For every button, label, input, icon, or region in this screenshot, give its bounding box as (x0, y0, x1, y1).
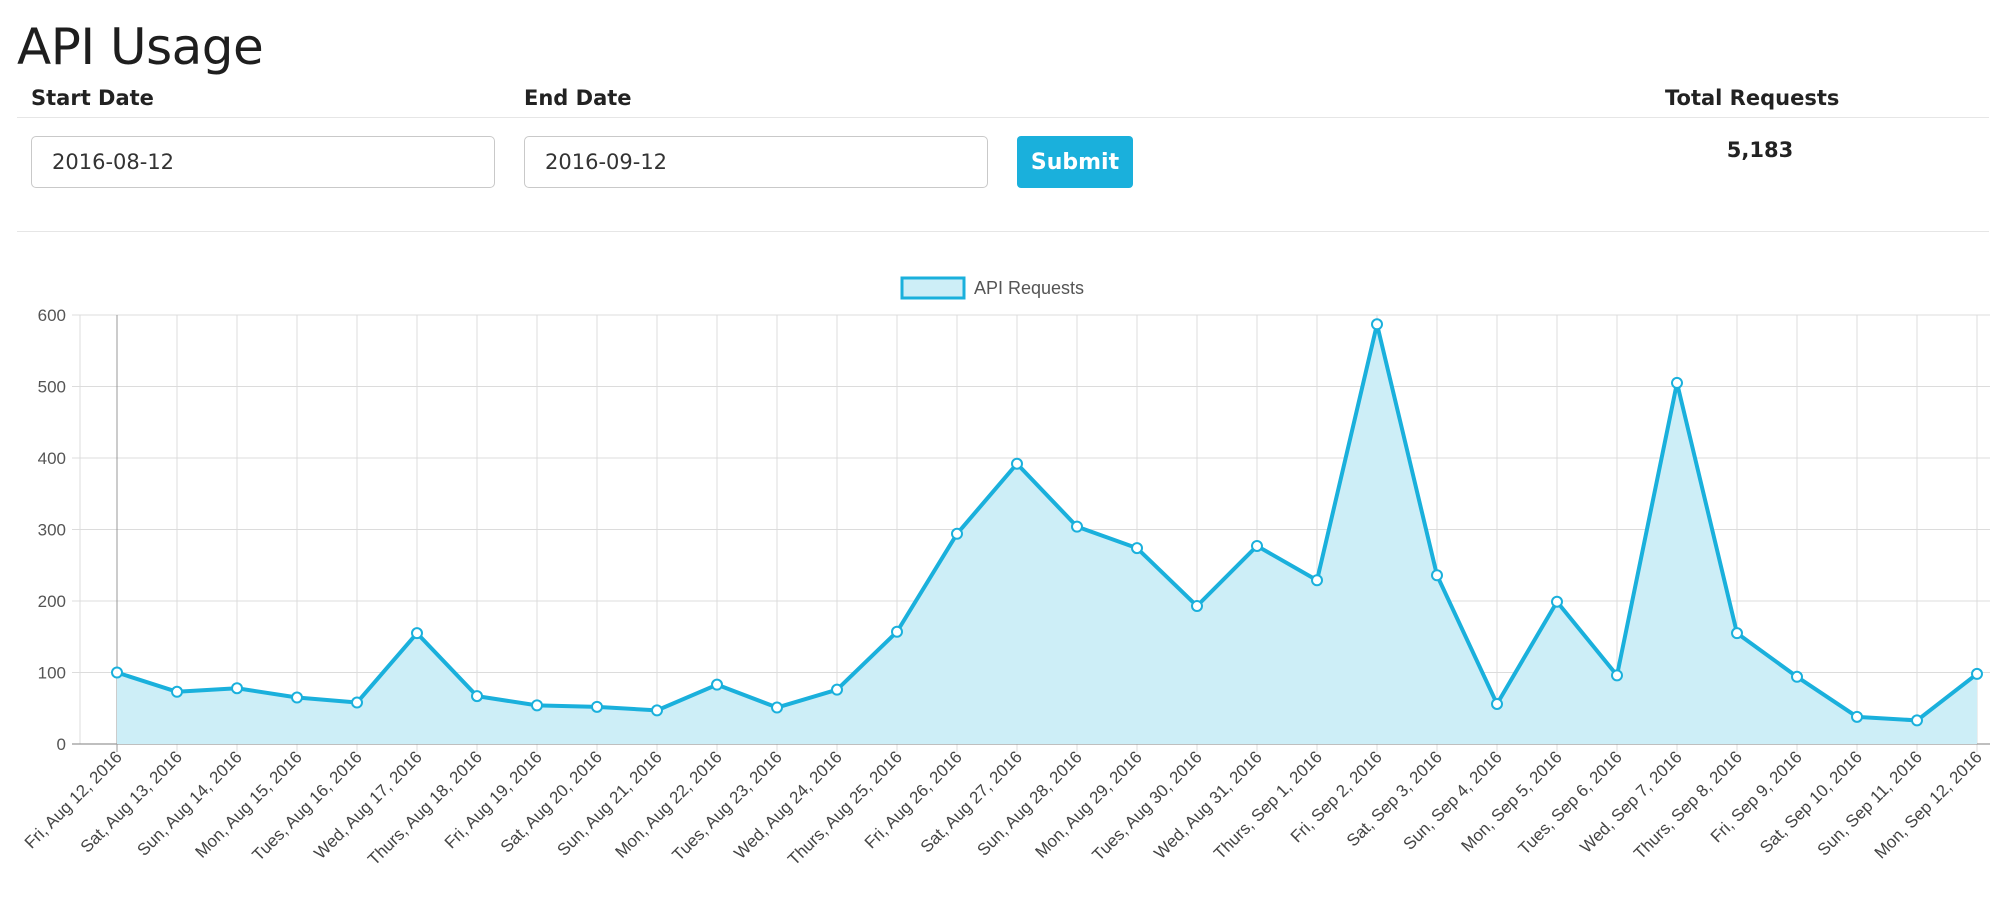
data-point[interactable] (831, 683, 843, 696)
x-tick-label: Thurs, Aug 25, 2016 (784, 747, 906, 869)
data-point[interactable] (351, 696, 363, 709)
x-tick-label: Tues, Aug 30, 2016 (1089, 747, 1206, 864)
x-tick-label: Wed, Aug 17, 2016 (310, 747, 425, 862)
data-point[interactable] (1551, 595, 1563, 608)
data-point[interactable] (1791, 670, 1803, 683)
legend-label: API Requests (974, 278, 1084, 298)
x-tick-label: Tues, Aug 16, 2016 (249, 747, 366, 864)
x-tick-label: Wed, Aug 24, 2016 (730, 747, 845, 862)
data-point[interactable] (771, 701, 783, 714)
y-tick-label: 500 (38, 378, 66, 397)
date-range-form: Start Date End Date Total Requests Submi… (17, 86, 1989, 232)
data-point[interactable] (891, 625, 903, 638)
x-tick-label: Wed, Aug 31, 2016 (1150, 747, 1265, 862)
submit-button[interactable]: Submit (1017, 136, 1133, 188)
page-title: API Usage (17, 18, 264, 76)
x-tick-label: Fri, Aug 12, 2016 (21, 747, 126, 852)
data-point[interactable] (1131, 542, 1143, 555)
data-point[interactable] (711, 678, 723, 691)
y-tick-label: 200 (38, 592, 66, 611)
data-point[interactable] (1731, 627, 1743, 640)
data-point[interactable] (1431, 569, 1443, 582)
y-tick-label: 0 (57, 735, 66, 754)
y-tick-label: 600 (38, 306, 66, 325)
y-tick-label: 300 (38, 521, 66, 540)
data-point[interactable] (531, 699, 543, 712)
data-point[interactable] (1071, 520, 1083, 533)
divider (17, 231, 1989, 232)
start-date-label: Start Date (31, 86, 154, 110)
data-point[interactable] (471, 690, 483, 703)
data-point[interactable] (291, 691, 303, 704)
x-tick-label: Thurs, Sep 8, 2016 (1630, 747, 1746, 863)
x-tick-label: Mon, Sep 12, 2016 (1871, 747, 1986, 862)
data-point[interactable] (1851, 710, 1863, 723)
end-date-input[interactable] (524, 136, 988, 188)
x-tick-label: Tues, Aug 23, 2016 (669, 747, 786, 864)
data-point[interactable] (1671, 376, 1683, 389)
divider (17, 117, 1989, 118)
x-tick-label: Sun, Aug 28, 2016 (973, 747, 1085, 859)
end-date-label: End Date (524, 86, 632, 110)
data-point[interactable] (171, 685, 183, 698)
data-point[interactable] (1191, 600, 1203, 613)
data-point[interactable] (951, 527, 963, 540)
x-tick-label: Mon, Aug 15, 2016 (191, 747, 305, 861)
total-requests-label: Total Requests (1665, 86, 1840, 110)
x-tick-label: Mon, Sep 5, 2016 (1457, 747, 1565, 855)
x-tick-label: Sun, Aug 21, 2016 (553, 747, 665, 859)
x-tick-label: Wed, Sep 7, 2016 (1576, 747, 1685, 856)
x-tick-label: Sat, Aug 20, 2016 (497, 747, 606, 856)
data-point[interactable] (1251, 539, 1263, 552)
x-tick-label: Sun, Aug 14, 2016 (133, 747, 245, 859)
x-tick-label: Tues, Sep 6, 2016 (1515, 747, 1626, 858)
data-point[interactable] (1971, 667, 1983, 680)
data-point[interactable] (1011, 457, 1023, 470)
y-tick-label: 100 (38, 664, 66, 683)
data-point[interactable] (231, 682, 243, 695)
start-date-input[interactable] (31, 136, 495, 188)
data-point[interactable] (651, 704, 663, 717)
series-line (116, 322, 1979, 723)
data-point[interactable] (411, 627, 423, 640)
x-tick-label: Mon, Aug 22, 2016 (611, 747, 725, 861)
data-point[interactable] (1371, 318, 1383, 331)
data-point[interactable] (591, 700, 603, 713)
data-point[interactable] (111, 666, 123, 679)
legend-swatch (900, 276, 966, 300)
data-point[interactable] (1311, 574, 1323, 587)
x-tick-label: Sun, Sep 11, 2016 (1814, 747, 1926, 859)
x-tick-label: Thurs, Sep 1, 2016 (1210, 747, 1326, 863)
x-tick-label: Sat, Aug 13, 2016 (77, 747, 186, 856)
total-requests-value: 5,183 (1726, 138, 1794, 162)
x-tick-label: Sat, Aug 27, 2016 (917, 747, 1026, 856)
data-point[interactable] (1611, 669, 1623, 682)
x-tick-label: Mon, Aug 29, 2016 (1031, 747, 1145, 861)
x-tick-label: Sat, Sep 10, 2016 (1756, 747, 1866, 857)
data-point[interactable] (1911, 714, 1923, 727)
series-area (117, 324, 1977, 744)
x-tick-label: Thurs, Aug 18, 2016 (364, 747, 486, 869)
data-point[interactable] (1491, 697, 1503, 710)
y-tick-label: 400 (38, 449, 66, 468)
